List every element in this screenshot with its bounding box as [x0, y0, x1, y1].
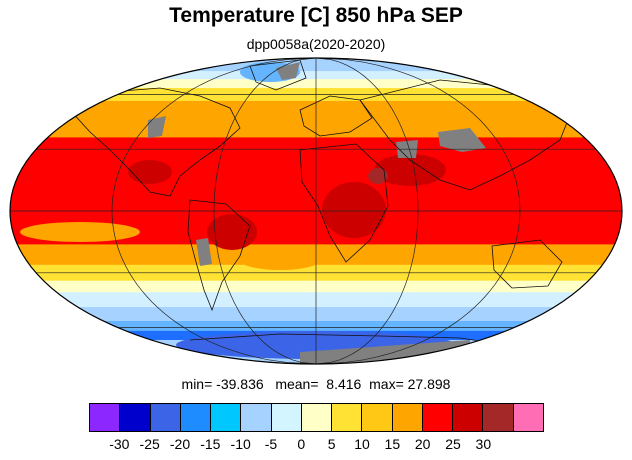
max-label: max=: [369, 376, 404, 392]
colorbar-swatch: [362, 404, 393, 431]
coastline-south-america: [187, 199, 251, 312]
dark-red-region-africa: [322, 182, 386, 238]
world-temperature-map: [9, 57, 623, 365]
colorbar-tick-label: 10: [354, 436, 370, 452]
coastline-africa: [299, 143, 389, 263]
colorbar-swatch: [90, 404, 121, 431]
plot-subtitle: dpp0058a(2020-2020): [246, 36, 386, 52]
colorbar-swatch: [180, 404, 212, 431]
colorbar-tick-label: 25: [445, 436, 461, 452]
min-value: -39.836: [216, 376, 264, 392]
coastline-greenland: [249, 59, 307, 91]
colorbar-tick-label: 30: [475, 436, 492, 452]
meridian-line: [213, 58, 317, 364]
max-value: 27.898: [407, 376, 451, 392]
colorbar-swatch: [211, 404, 242, 431]
colorbar-tick-label: 0: [297, 436, 306, 452]
colorbar-swatch: [301, 404, 333, 431]
colorbar-tick-label: -5: [264, 436, 278, 452]
graticule: [10, 58, 622, 364]
colorbar-tick-label: 20: [414, 436, 431, 452]
colorbar-tick-label: -20: [169, 436, 191, 452]
meridian-line: [315, 58, 419, 364]
dark-red-region-middle-east: [374, 154, 446, 186]
missing-area-rockies: [148, 116, 166, 138]
colorbar-swatch: [120, 404, 151, 431]
colorbar-tick-label: 5: [327, 436, 336, 452]
dark-red-region-south-america: [207, 214, 257, 250]
coastline-europe: [299, 95, 373, 137]
colorbar-tick-label: -25: [139, 436, 160, 452]
meridian-line: [111, 58, 317, 364]
colorbar-tick-label: -10: [230, 436, 251, 452]
colorbar-swatch: [483, 404, 514, 431]
orange-region-south-atlantic: [240, 250, 320, 270]
colorbar: [89, 403, 544, 432]
statistics-line: min= -39.836 mean= 8.416 max= 27.898: [0, 376, 632, 392]
colorbar-tick-label: -15: [200, 436, 221, 452]
coastline-antarctica: [189, 333, 501, 345]
mean-value: 8.416: [326, 376, 362, 392]
colorbar-swatch: [332, 404, 363, 431]
missing-area-antarctica: [300, 340, 470, 364]
coastline-north-america: [69, 87, 241, 197]
colorbar-tick-label: 15: [384, 436, 401, 452]
colorbar-swatch: [513, 404, 543, 431]
orange-region-east-pacific: [20, 222, 140, 242]
missing-area-tibet: [438, 128, 486, 152]
missing-data-areas: [148, 62, 486, 364]
map-outline: [9, 57, 623, 365]
missing-area-andes: [196, 238, 212, 266]
dark-red-region-north-america: [128, 160, 172, 184]
mean-label: mean=: [275, 376, 319, 392]
colorbar-tick-label: -30: [109, 436, 130, 452]
colorbar-ticks: -30 -25 -20 -15 -10 -5 0 5 10 15 20 25 30: [89, 436, 544, 456]
colorbar-swatch: [392, 404, 423, 431]
colorbar-swatch: [271, 404, 302, 431]
colorbar-swatch: [150, 404, 181, 431]
darkest-region-sahara: [368, 168, 388, 184]
coastline-australia: [491, 239, 563, 289]
plot-title: Temperature [C] 850 hPa SEP: [169, 4, 463, 27]
colorbar-swatch: [241, 404, 272, 431]
min-label: min=: [181, 376, 213, 392]
colorbar-swatch: [422, 404, 454, 431]
colorbar-swatch: [453, 404, 484, 431]
meridian-line: [315, 58, 521, 364]
